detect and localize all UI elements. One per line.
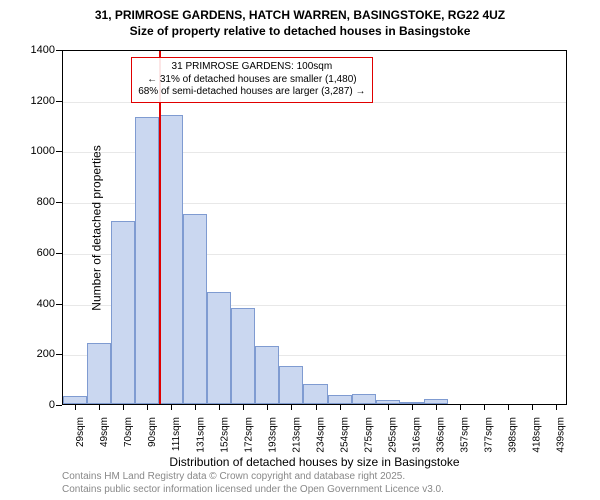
y-tick [56, 50, 62, 51]
histogram-bar [328, 395, 352, 404]
y-tick-label: 1400 [21, 44, 55, 56]
y-tick-label: 200 [21, 348, 55, 360]
x-tick [532, 404, 533, 410]
histogram-bar [279, 366, 303, 404]
x-tick-label: 398sqm [508, 417, 519, 453]
histogram-bar [159, 115, 183, 404]
x-tick-label: 193sqm [267, 417, 278, 453]
x-tick-label: 29sqm [75, 417, 86, 447]
property-marker-line [159, 51, 161, 404]
x-tick [171, 404, 172, 410]
x-tick-label: 295sqm [388, 417, 399, 453]
y-tick [56, 354, 62, 355]
x-tick [243, 404, 244, 410]
y-tick [56, 101, 62, 102]
x-tick-label: 111sqm [171, 417, 182, 451]
x-tick-label: 357sqm [460, 417, 471, 453]
x-tick-label: 131sqm [195, 417, 206, 453]
histogram-bar [352, 394, 376, 404]
y-axis-label: Number of detached properties [90, 145, 104, 310]
x-tick [316, 404, 317, 410]
y-tick [56, 202, 62, 203]
histogram-bar [63, 396, 87, 404]
annotation-line3: 68% of semi-detached houses are larger (… [138, 86, 365, 99]
y-tick-label: 400 [21, 298, 55, 310]
title-line2: Size of property relative to detached ho… [0, 24, 600, 40]
x-tick [75, 404, 76, 410]
attribution-footer: Contains HM Land Registry data © Crown c… [62, 471, 444, 496]
x-tick [556, 404, 557, 410]
x-tick [484, 404, 485, 410]
footer-line1: Contains HM Land Registry data © Crown c… [62, 471, 444, 484]
y-tick [56, 253, 62, 254]
x-tick-label: 152sqm [219, 417, 230, 453]
annotation-line1: 31 PRIMROSE GARDENS: 100sqm [138, 61, 365, 74]
x-tick [436, 404, 437, 410]
x-tick-label: 213sqm [291, 417, 302, 453]
x-axis-label: Distribution of detached houses by size … [169, 455, 459, 469]
x-tick-label: 275sqm [364, 417, 375, 453]
y-tick-label: 1000 [21, 145, 55, 157]
histogram-bar [183, 214, 207, 404]
x-tick [195, 404, 196, 410]
plot-area: 31 PRIMROSE GARDENS: 100sqm ← 31% of det… [62, 50, 567, 405]
histogram-bar [255, 346, 279, 404]
x-tick [340, 404, 341, 410]
x-tick-label: 172sqm [243, 417, 254, 453]
histogram-bar [135, 117, 159, 404]
annotation-line2: ← 31% of detached houses are smaller (1,… [138, 74, 365, 87]
x-tick-label: 90sqm [147, 417, 158, 447]
x-tick-label: 439sqm [556, 417, 567, 453]
chart-title: 31, PRIMROSE GARDENS, HATCH WARREN, BASI… [0, 0, 600, 39]
histogram-bar [87, 343, 111, 404]
x-tick-label: 49sqm [99, 417, 110, 447]
title-line1: 31, PRIMROSE GARDENS, HATCH WARREN, BASI… [0, 8, 600, 24]
histogram-chart: 31 PRIMROSE GARDENS: 100sqm ← 31% of det… [62, 50, 567, 405]
x-tick-label: 377sqm [484, 417, 495, 453]
x-tick-label: 316sqm [412, 417, 423, 453]
x-tick [508, 404, 509, 410]
x-tick [460, 404, 461, 410]
y-tick [56, 405, 62, 406]
y-tick [56, 304, 62, 305]
x-tick [291, 404, 292, 410]
y-tick-label: 800 [21, 196, 55, 208]
x-tick [147, 404, 148, 410]
x-tick-label: 336sqm [436, 417, 447, 453]
x-tick [99, 404, 100, 410]
x-tick [364, 404, 365, 410]
x-tick [412, 404, 413, 410]
x-tick [267, 404, 268, 410]
histogram-bar [111, 221, 135, 404]
histogram-bar [207, 292, 231, 404]
x-tick [388, 404, 389, 410]
y-tick-label: 0 [21, 399, 55, 411]
x-tick-label: 234sqm [316, 417, 327, 453]
y-tick [56, 151, 62, 152]
x-tick [219, 404, 220, 410]
annotation-box: 31 PRIMROSE GARDENS: 100sqm ← 31% of det… [131, 57, 372, 103]
histogram-bar [303, 384, 327, 404]
histogram-bar [231, 308, 255, 404]
x-tick-label: 70sqm [123, 417, 134, 447]
x-tick-label: 418sqm [532, 417, 543, 453]
y-tick-label: 1200 [21, 95, 55, 107]
footer-line2: Contains public sector information licen… [62, 484, 444, 497]
y-tick-label: 600 [21, 247, 55, 259]
x-tick-label: 254sqm [340, 417, 351, 453]
x-tick [123, 404, 124, 410]
